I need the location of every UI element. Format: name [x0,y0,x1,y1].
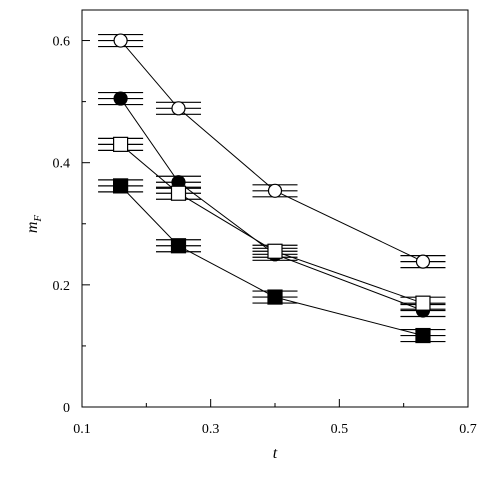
y-tick-label: 0.4 [53,157,71,172]
data-point [170,238,187,254]
data-point [170,185,187,201]
x-axis-label: t [273,445,278,462]
x-tick-label: 0.7 [459,422,477,437]
plot-frame [81,9,469,408]
y-axis-label-sub: F [32,215,44,223]
series-line [120,98,424,311]
series-line [120,40,424,263]
data-point [415,254,431,269]
series-line [120,144,424,304]
data-point [415,295,431,311]
data-point [171,101,186,116]
data-point [112,136,129,152]
y-axis-label-main: m [24,222,41,234]
data-point [113,33,128,48]
data-point [267,289,283,305]
x-tick-label: 0.5 [331,422,349,437]
data-point [112,178,129,194]
series-open-square [98,136,446,311]
series-filled-square [98,178,446,344]
data-point [267,183,283,198]
series-open-circle [98,33,446,269]
y-axis-label: mF [24,215,44,234]
y-tick-label: 0.2 [53,279,71,294]
y-tick-label: 0.6 [53,35,71,50]
series-layer [98,33,446,344]
x-tick-label: 0.1 [73,422,91,437]
data-point [113,91,128,106]
series-filled-circle [98,91,446,318]
x-tick-label: 0.3 [202,422,220,437]
y-tick-label: 0 [63,401,70,416]
tick-layer: 0.1 0.3 0.5 0.7 0 0.2 0.4 0.6 [53,35,477,437]
series-line [120,185,424,336]
data-point [415,327,431,344]
data-point [267,243,283,259]
